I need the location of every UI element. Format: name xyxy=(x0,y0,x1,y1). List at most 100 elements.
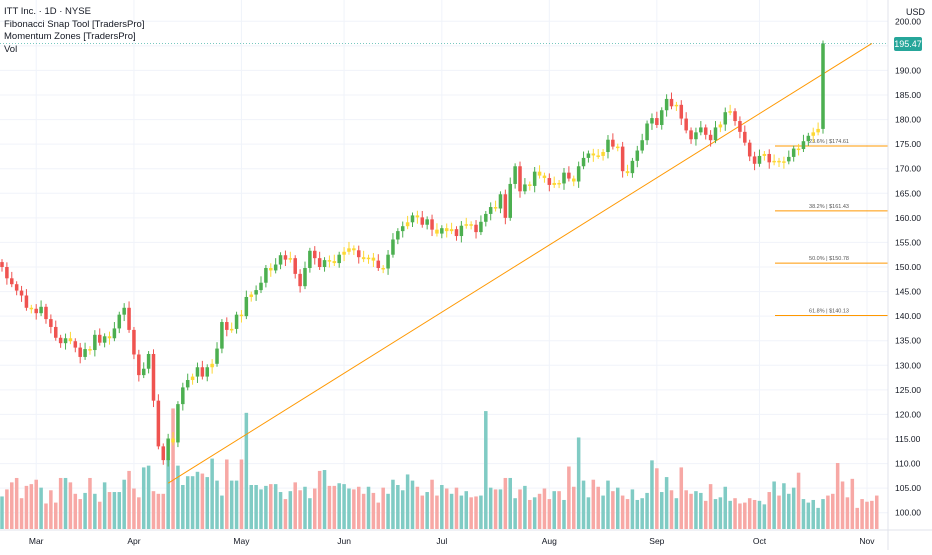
volume-bar xyxy=(151,491,156,529)
volume-bar xyxy=(542,488,547,529)
symbol-title[interactable]: ITT Inc. · 1D · NYSE xyxy=(4,6,91,17)
candle-body xyxy=(215,348,219,364)
volume-bar xyxy=(787,493,791,529)
candle-body xyxy=(44,306,48,320)
candle-body xyxy=(10,278,14,285)
time-tick-label: Nov xyxy=(859,536,875,546)
indicator-volume[interactable]: Vol xyxy=(4,43,18,55)
candle-body xyxy=(694,132,698,140)
candle-body xyxy=(537,171,542,176)
volume-bar xyxy=(699,492,703,529)
candle-body xyxy=(454,229,459,237)
candle-body xyxy=(185,380,190,388)
volume-bar xyxy=(244,412,249,529)
candle-body xyxy=(615,146,620,149)
candle-body xyxy=(264,267,268,283)
volume-bar xyxy=(361,493,366,529)
fib-level-label: 61.8% | $140.13 xyxy=(809,309,849,315)
candle-body xyxy=(195,367,200,377)
candle-body xyxy=(498,194,503,209)
volume-bar xyxy=(371,492,376,529)
candle-body xyxy=(141,368,146,376)
last-price-badge: 195.47 xyxy=(894,36,922,51)
price-tick-label: 155.00 xyxy=(895,237,921,247)
volume-bar xyxy=(738,503,742,529)
currency-label[interactable]: USD xyxy=(906,7,926,17)
time-tick-label: Jul xyxy=(436,536,447,546)
candle-body xyxy=(772,160,776,163)
volume-bar xyxy=(97,501,102,529)
volume-bar xyxy=(195,471,200,529)
volume-bar xyxy=(137,497,141,529)
volume-bar xyxy=(581,480,586,529)
candle-body xyxy=(132,329,136,355)
candle-body xyxy=(435,229,439,234)
candle-body xyxy=(518,166,522,192)
volume-bar xyxy=(694,491,698,529)
volume-bar xyxy=(14,477,19,529)
candle-body xyxy=(117,314,122,329)
candle-body xyxy=(376,260,381,268)
volume-bar xyxy=(865,501,869,529)
candle-body xyxy=(576,166,581,182)
volume-bar xyxy=(29,484,34,529)
candle-body xyxy=(640,140,644,151)
candle-body xyxy=(625,171,630,174)
candle-body xyxy=(718,124,723,128)
volume-bar xyxy=(567,466,571,529)
volume-bar xyxy=(611,491,615,529)
candle-body xyxy=(313,250,317,259)
candle-body xyxy=(791,148,796,157)
volume-bar xyxy=(366,486,371,529)
volume-bar xyxy=(352,489,356,529)
candle-body xyxy=(782,161,786,163)
volume-bar xyxy=(49,490,53,529)
volume-bar xyxy=(572,486,576,529)
candle-body xyxy=(523,184,527,192)
price-tick-label: 145.00 xyxy=(895,287,921,297)
indicator-fibonacci-snap[interactable]: Fibonacci Snap Tool [TradersPro] xyxy=(4,18,145,30)
candle-body xyxy=(273,264,278,271)
candle-body xyxy=(777,160,781,163)
candle-body xyxy=(469,224,473,226)
candle-body xyxy=(606,139,610,153)
candle-body xyxy=(703,127,708,135)
candle-body xyxy=(73,341,78,348)
volume-bar xyxy=(107,492,112,529)
volume-bar xyxy=(762,504,767,529)
candle-body xyxy=(405,222,410,227)
price-tick-label: 120.00 xyxy=(895,409,921,419)
volume-bar xyxy=(93,493,97,529)
candle-body xyxy=(400,226,405,232)
volume-bar xyxy=(391,479,395,529)
volume-bar xyxy=(63,477,68,529)
volume-bar xyxy=(376,502,381,529)
volume-bar xyxy=(684,490,688,529)
time-tick-label: Oct xyxy=(753,536,767,546)
volume-bar xyxy=(777,495,781,529)
volume-bar xyxy=(650,460,654,529)
volume-bar xyxy=(83,492,87,529)
volume-bar xyxy=(664,477,669,529)
volume-bar xyxy=(523,485,527,529)
volume-bar xyxy=(733,498,737,529)
volume-bar xyxy=(313,488,317,529)
candle-body xyxy=(151,353,156,401)
volume-bar xyxy=(728,500,732,529)
candle-body xyxy=(747,142,752,157)
candle-body xyxy=(83,349,87,357)
volume-bar xyxy=(415,486,420,529)
candle-body xyxy=(479,221,483,233)
indicator-momentum-zones[interactable]: Momentum Zones [TradersPro] xyxy=(4,31,136,42)
candle-body xyxy=(29,307,34,310)
volume-bar xyxy=(410,480,415,529)
candle-body xyxy=(229,328,234,331)
candle-body xyxy=(552,182,556,185)
volume-bar xyxy=(659,492,664,529)
volume-bar xyxy=(469,497,473,529)
volume-bar xyxy=(122,479,126,529)
candle-body xyxy=(39,306,43,314)
volume-bar xyxy=(190,476,195,529)
